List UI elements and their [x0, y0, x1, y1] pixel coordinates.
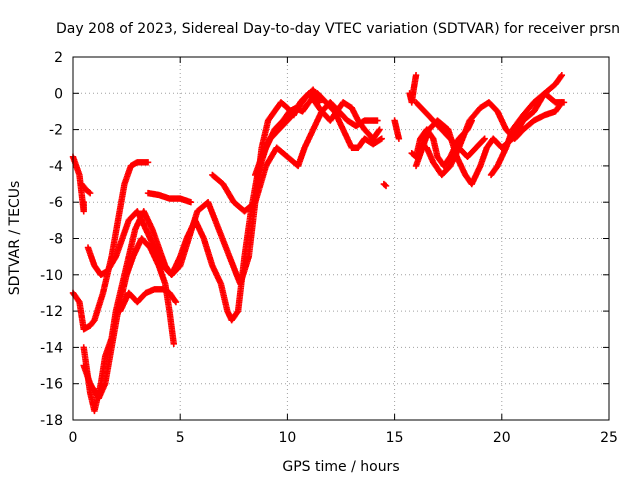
data-point — [374, 117, 381, 124]
y-tick-label: -6 — [49, 195, 63, 211]
data-point — [170, 340, 177, 347]
y-tick-label: -18 — [40, 413, 63, 429]
data-point — [171, 297, 179, 305]
data-point — [187, 199, 195, 206]
data-point — [557, 73, 565, 80]
series-track-10 — [252, 86, 323, 179]
series-track-11 — [380, 180, 390, 190]
data-point — [558, 71, 566, 79]
series-track-7 — [116, 286, 180, 315]
data-point — [80, 199, 87, 206]
series-track-18 — [487, 90, 568, 179]
data-point — [144, 159, 152, 166]
x-tick-label: 15 — [386, 430, 404, 446]
series-track-4 — [80, 90, 383, 415]
data-point — [381, 181, 389, 189]
x-tick-label: 25 — [600, 430, 618, 446]
chart-title: Day 208 of 2023, Sidereal Day-to-day VTE… — [56, 21, 620, 37]
y-tick-label: -10 — [40, 268, 63, 284]
y-tick-label: 2 — [54, 50, 63, 66]
data-point — [382, 182, 390, 190]
data-point — [480, 136, 487, 143]
tick-labels: 0 5 10 15 20 25 -18 -16 -14 -12 -10 -8 -6 -4 -2 0 2 — [40, 50, 618, 446]
y-tick-label: 0 — [54, 86, 63, 102]
data-points — [69, 71, 568, 415]
data-point — [172, 298, 180, 306]
x-axis-label: GPS time / hours — [282, 459, 399, 475]
plot-frame — [72, 56, 610, 421]
data-point — [412, 71, 420, 79]
y-tick-label: -14 — [40, 340, 63, 356]
data-point — [481, 135, 488, 142]
data-point — [560, 99, 568, 106]
series-track-8 — [144, 189, 195, 206]
data-point — [375, 127, 382, 134]
series-track-3 — [78, 180, 94, 197]
y-tick-label: -4 — [49, 159, 63, 175]
series-track-5 — [80, 235, 177, 402]
data-point — [316, 99, 323, 106]
series-track-12 — [391, 117, 403, 142]
x-tick-label: 5 — [176, 430, 185, 446]
series-track-13 — [406, 71, 420, 106]
series-track-17 — [423, 99, 566, 179]
x-tick-label: 10 — [278, 430, 296, 446]
data-point — [86, 189, 94, 197]
x-tick-label: 0 — [69, 430, 78, 446]
series-track-9 — [209, 99, 381, 215]
data-point — [376, 126, 383, 133]
x-tick-label: 20 — [493, 430, 511, 446]
y-axis-label: SDTVAR / TECUs — [7, 181, 23, 296]
series-track-6 — [84, 90, 385, 324]
series-track-1 — [69, 153, 87, 215]
y-tick-label: -8 — [49, 232, 63, 248]
y-tick-label: -2 — [49, 123, 63, 139]
y-tick-label: -12 — [40, 304, 63, 320]
data-point — [378, 135, 385, 142]
data-point — [85, 189, 93, 196]
data-point — [395, 135, 403, 142]
y-tick-label: -16 — [40, 377, 63, 393]
